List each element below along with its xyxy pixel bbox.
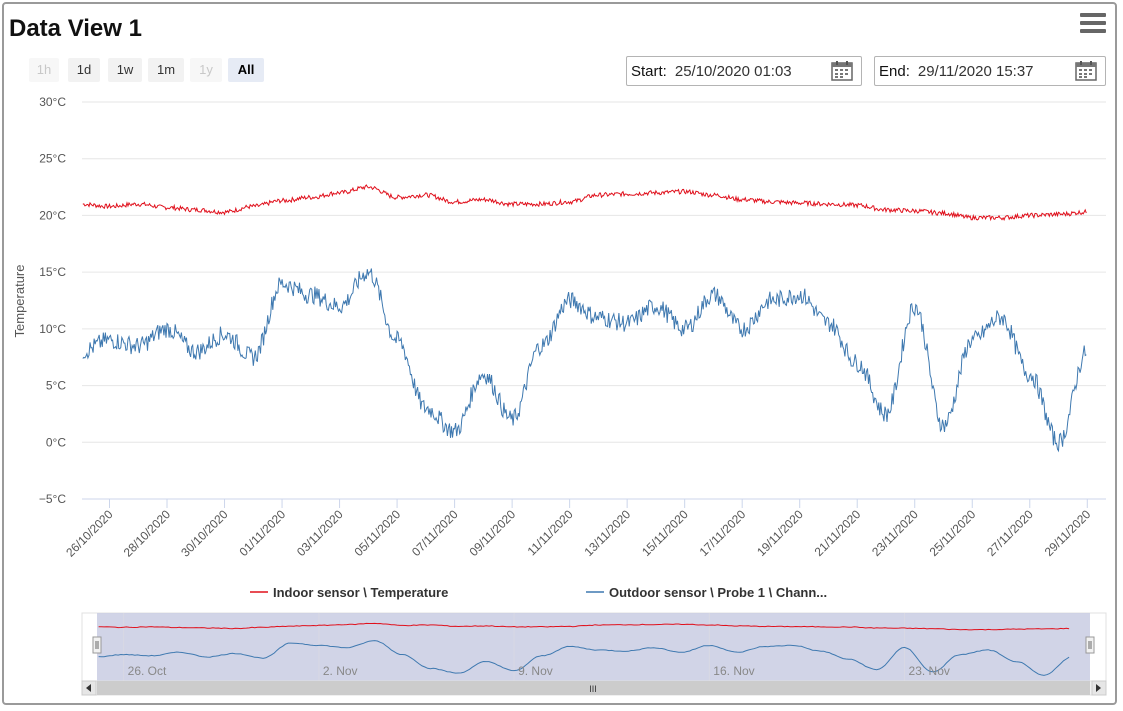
x-tick-label: 07/11/2020 — [409, 507, 461, 559]
legend-item-outdoor[interactable]: Outdoor sensor \ Probe 1 \ Chann... — [609, 585, 827, 600]
range-button-1d[interactable]: 1d — [68, 58, 100, 82]
navigator-x-label: 2. Nov — [323, 664, 358, 678]
navigator-x-label: 9. Nov — [518, 664, 553, 678]
x-tick-label: 13/11/2020 — [582, 507, 634, 559]
end-date-field[interactable]: End: 29/11/2020 15:37 — [874, 56, 1106, 86]
range-button-1h[interactable]: 1h — [29, 58, 59, 82]
x-tick-label: 19/11/2020 — [754, 507, 806, 559]
x-tick-label: 03/11/2020 — [294, 507, 346, 559]
series-line-outdoor[interactable] — [82, 268, 1087, 453]
scroll-right-arrow-icon[interactable] — [1091, 680, 1107, 696]
navigator-handle-right[interactable] — [1085, 636, 1095, 654]
navigator-x-label: 16. Nov — [713, 664, 754, 678]
navigator-line-indoor — [98, 622, 1070, 631]
x-tick-label: 28/10/2020 — [121, 507, 174, 560]
calendar-icon[interactable] — [831, 61, 853, 81]
navigator-scrollbar-thumb[interactable] — [97, 681, 1090, 695]
end-value[interactable]: 29/11/2020 15:37 — [917, 62, 1034, 80]
x-tick-label: 27/11/2020 — [984, 507, 1036, 559]
navigator-selected-range[interactable] — [97, 613, 1090, 681]
x-tick-label: 11/11/2020 — [525, 507, 576, 558]
range-button-1m[interactable]: 1m — [148, 58, 184, 82]
x-tick-label: 25/11/2020 — [927, 507, 979, 559]
scrollbar-grip: III — [589, 684, 597, 694]
navigator-x-label: 26. Oct — [128, 664, 167, 678]
y-tick-label: 15°C — [39, 265, 66, 279]
x-tick-label: 01/11/2020 — [236, 507, 288, 559]
y-tick-label: 0°C — [46, 435, 66, 449]
x-tick-label: 05/11/2020 — [351, 507, 403, 559]
range-button-all[interactable]: All — [228, 58, 264, 82]
page-title: Data View 1 — [9, 15, 142, 42]
x-tick-label: 17/11/2020 — [697, 507, 749, 559]
x-tick-label: 26/10/2020 — [63, 507, 116, 560]
start-value[interactable]: 25/10/2020 01:03 — [674, 62, 792, 80]
series-line-indoor[interactable] — [82, 184, 1087, 222]
x-tick-label: 09/11/2020 — [466, 507, 518, 559]
y-tick-label: 25°C — [39, 152, 66, 166]
navigator-handle-left[interactable] — [92, 636, 102, 654]
y-tick-label: −5°C — [39, 492, 66, 506]
x-tick-label: 29/11/2020 — [1042, 507, 1094, 559]
legend-item-indoor[interactable]: Indoor sensor \ Temperature — [273, 585, 448, 600]
hamburger-menu-icon[interactable] — [1080, 13, 1106, 35]
calendar-icon[interactable] — [1075, 61, 1097, 81]
scroll-left-arrow-icon[interactable] — [81, 680, 97, 696]
x-tick-label: 30/10/2020 — [178, 507, 231, 560]
y-tick-label: 5°C — [46, 379, 66, 393]
range-button-1w[interactable]: 1w — [108, 58, 142, 82]
y-tick-label: 20°C — [39, 208, 66, 222]
start-label: Start: — [631, 62, 667, 80]
navigator-line-outdoor — [98, 640, 1070, 676]
navigator-x-label: 23. Nov — [909, 664, 950, 678]
x-tick-label: 23/11/2020 — [869, 507, 921, 559]
x-tick-label: 21/11/2020 — [812, 507, 864, 559]
range-button-1y[interactable]: 1y — [190, 58, 222, 82]
end-label: End: — [879, 62, 910, 80]
y-tick-label: 30°C — [39, 95, 66, 109]
y-tick-label: 10°C — [39, 322, 66, 336]
y-axis-label: Temperature — [12, 265, 27, 338]
x-tick-label: 15/11/2020 — [639, 507, 691, 559]
start-date-field[interactable]: Start: 25/10/2020 01:03 — [626, 56, 862, 86]
